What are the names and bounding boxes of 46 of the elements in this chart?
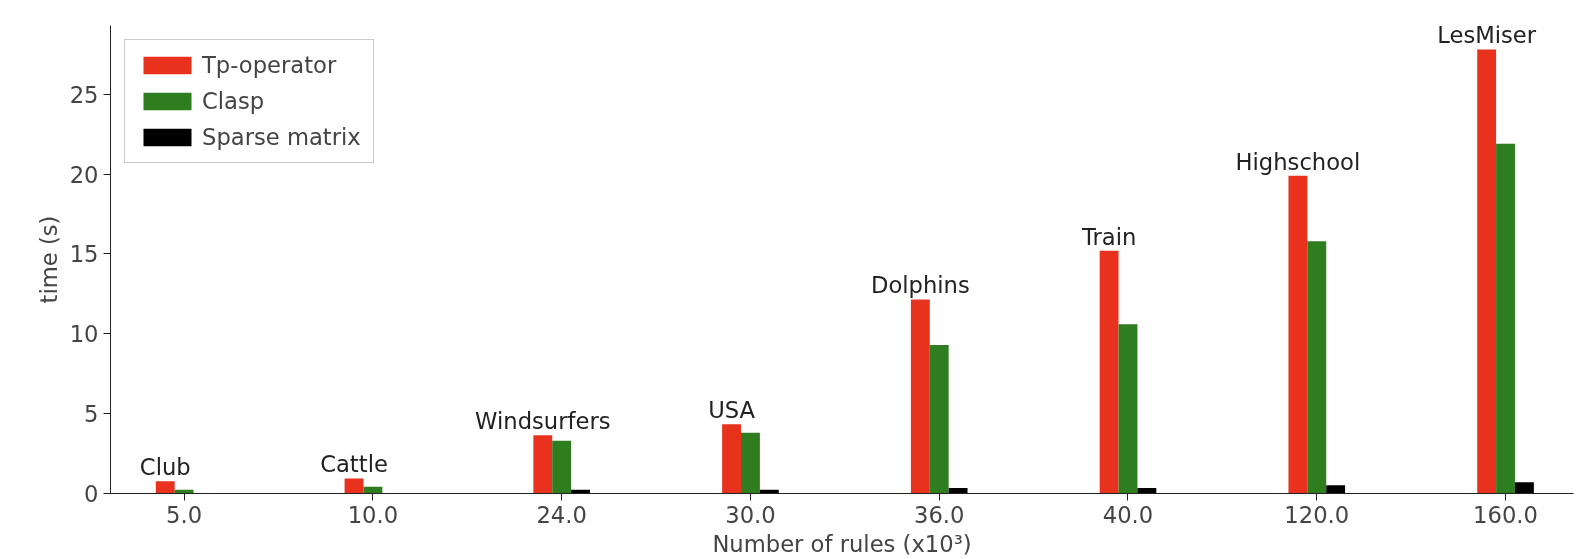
bar [1477, 49, 1497, 494]
annotation: Dolphins [870, 272, 970, 299]
x-tick-label: 30.0 [725, 501, 776, 528]
bar [722, 424, 742, 494]
bar [948, 487, 968, 494]
bar [533, 435, 553, 494]
y-tick-label: 25 [69, 81, 99, 108]
y-tick-label: 5 [84, 401, 99, 428]
legend-label: Tp-operator [202, 52, 337, 78]
legend-label: Clasp [202, 88, 265, 114]
annotation: Highschool [1235, 148, 1361, 175]
bar [1099, 250, 1119, 494]
x-axis-title: Number of rules (x10³) [712, 530, 972, 557]
bar [929, 344, 949, 494]
bar [1496, 143, 1515, 494]
x-tick-label: 120.0 [1284, 501, 1350, 528]
x-tick-label: 40.0 [1102, 501, 1154, 528]
bar [741, 432, 760, 494]
bar [1307, 241, 1327, 494]
annotation: Club [139, 454, 191, 481]
y-tick-label: 15 [69, 241, 99, 268]
x-tick-label: 36.0 [914, 501, 965, 528]
y-tick-label: 0 [84, 481, 99, 507]
y-tick-label: 10 [69, 321, 99, 348]
x-tick-label: 10.0 [347, 501, 399, 528]
bar [155, 481, 175, 494]
x-tick-label: 160.0 [1473, 501, 1538, 528]
bar [1137, 487, 1157, 494]
y-tick-label: 20 [69, 161, 99, 188]
bar [1514, 482, 1534, 494]
bar [363, 486, 383, 494]
annotation: Cattle [320, 451, 388, 478]
x-tick-label: 5.0 [166, 501, 203, 528]
y-axis-title: time (s) [35, 215, 62, 304]
annotation: Train [1080, 223, 1137, 250]
legend-label: Sparse matrix [202, 124, 361, 150]
x-tick-label: 24.0 [536, 501, 587, 528]
bar [552, 440, 572, 494]
annotation: Windsurfers [475, 408, 611, 435]
bar [344, 478, 364, 494]
bar [1288, 175, 1308, 494]
bar [1118, 324, 1138, 494]
annotation: USA [708, 397, 756, 424]
annotation: LesMiser [1437, 22, 1537, 49]
bar [1326, 485, 1346, 494]
bar [910, 299, 930, 494]
